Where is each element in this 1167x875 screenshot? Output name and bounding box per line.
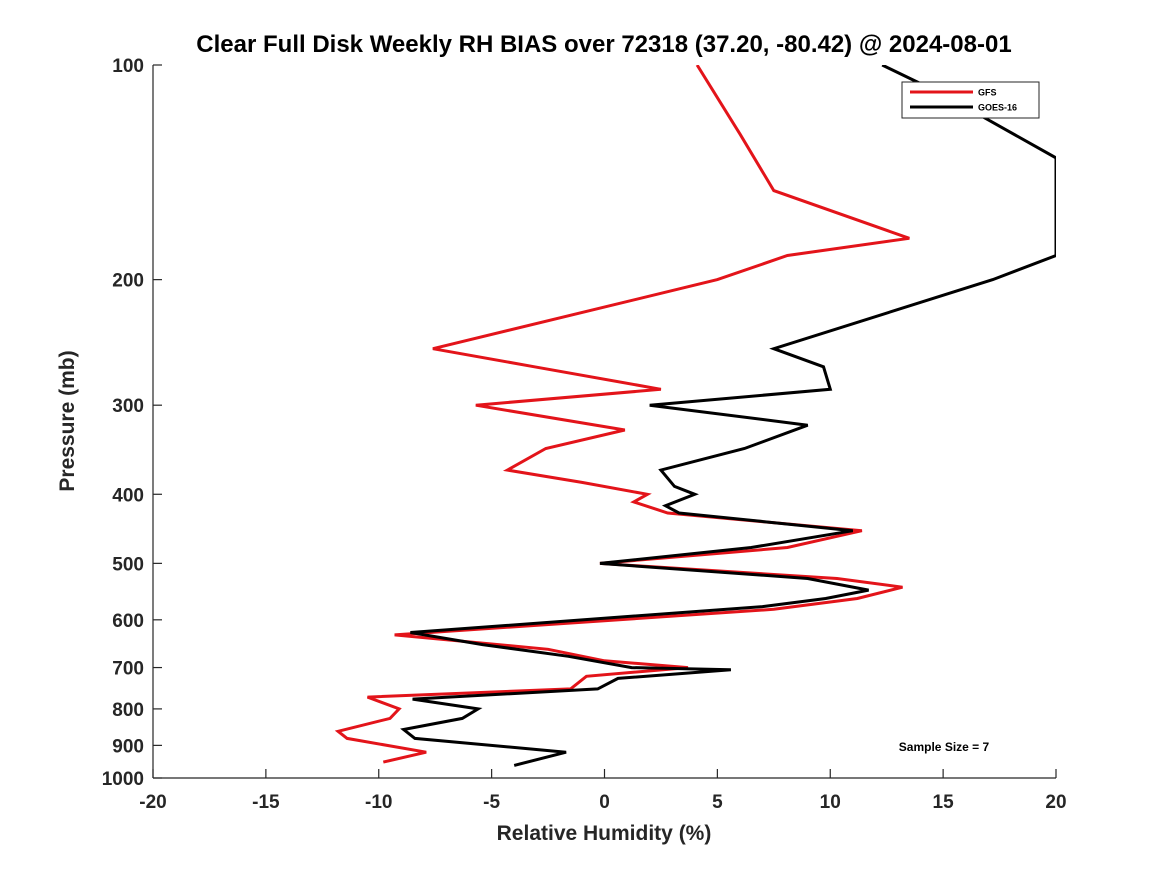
legend: GFS GOES-16 [901,81,1040,119]
x-tick-label: 10 [820,792,841,813]
x-tick-label: 5 [712,792,723,813]
y-tick-label: 500 [112,554,144,575]
axes-layer: -20 -15 -10 -5 0 5 10 15 20 100 200 300 400 500 600 700… [102,56,1067,813]
x-tick-label: -20 [139,792,166,813]
y-tick-label: 400 [112,485,144,506]
x-tick-label: -15 [252,792,280,813]
y-tick-label: 800 [112,700,144,721]
y-tick-label: 200 [112,271,144,292]
x-tick-label: 20 [1045,792,1066,813]
y-tick-label: 1000 [102,769,144,790]
y-tick-label: 300 [112,396,144,417]
x-tick-label: 15 [933,792,955,813]
x-tick-label: -10 [365,792,392,813]
legend-label-goes-16: GOES-16 [978,103,1017,113]
series-line-goes-16 [400,65,1056,767]
legend-label-gfs: GFS [978,88,997,98]
x-tick-label: 0 [599,792,610,813]
x-axis-label: Relative Humidity (%) [497,822,712,845]
y-axis-label: Pressure (mb) [56,350,79,491]
plot-area [153,65,1056,778]
series-line-gfs [334,65,910,764]
series-layer [334,65,1056,767]
legend-box [901,81,1040,119]
chart-title: Clear Full Disk Weekly RH BIAS over 7231… [196,31,1011,58]
y-tick-label: 600 [112,611,144,632]
y-tick-label: 700 [112,659,144,680]
x-tick-label: -5 [483,792,500,813]
y-tick-label: 900 [112,736,144,757]
sample-size-annotation: Sample Size = 7 [899,740,990,754]
y-tick-label: 100 [112,56,144,77]
